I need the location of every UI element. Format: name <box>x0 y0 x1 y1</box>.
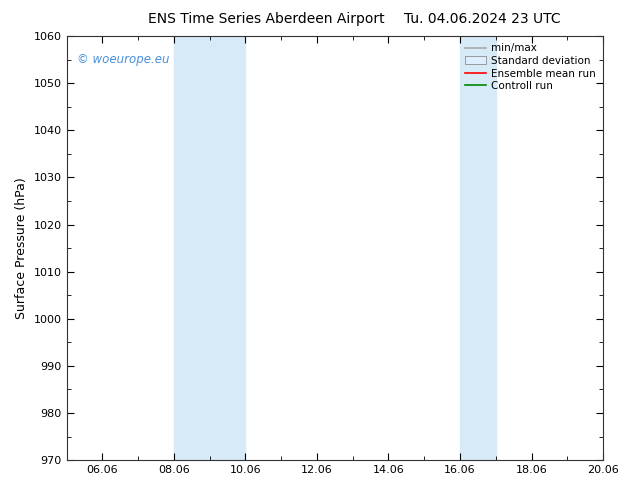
Bar <box>460 36 496 460</box>
Text: Tu. 04.06.2024 23 UTC: Tu. 04.06.2024 23 UTC <box>403 12 560 26</box>
Text: © woeurope.eu: © woeurope.eu <box>77 53 170 66</box>
Legend: min/max, Standard deviation, Ensemble mean run, Controll run: min/max, Standard deviation, Ensemble me… <box>463 41 598 93</box>
Text: ENS Time Series Aberdeen Airport: ENS Time Series Aberdeen Airport <box>148 12 385 26</box>
Bar <box>174 36 245 460</box>
Y-axis label: Surface Pressure (hPa): Surface Pressure (hPa) <box>15 177 28 319</box>
